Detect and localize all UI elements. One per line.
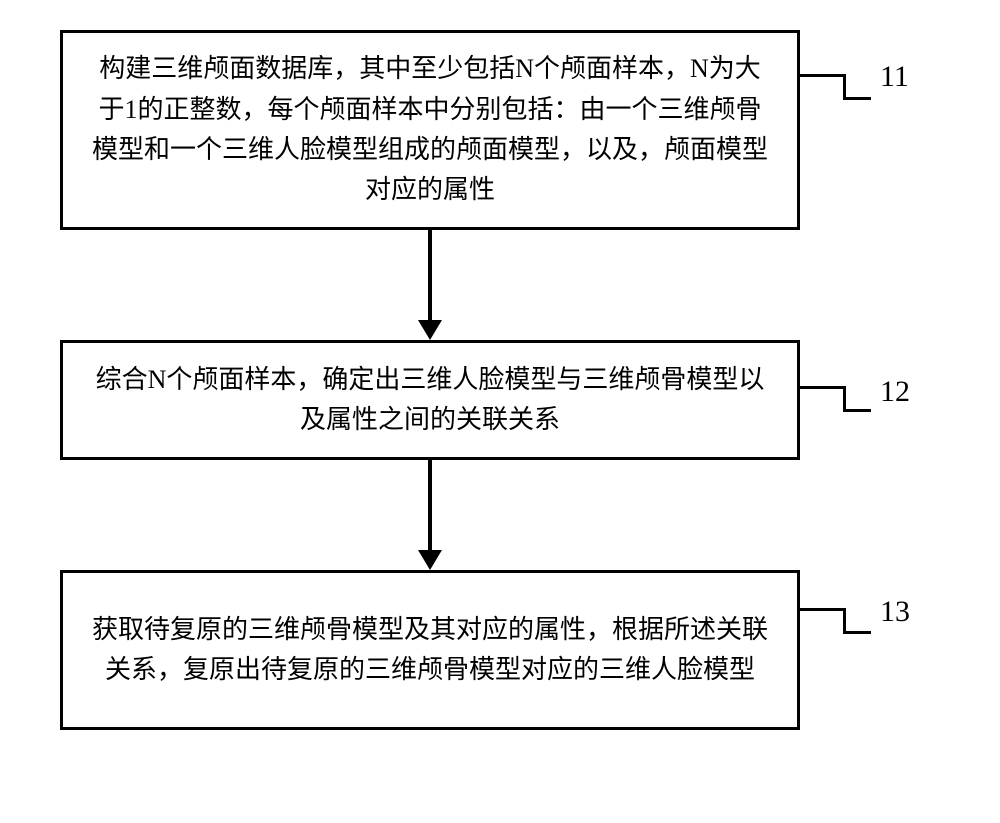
- flow-step-3: 获取待复原的三维颅骨模型及其对应的属性，根据所述关联关系，复原出待复原的三维颅骨…: [60, 570, 800, 730]
- flow-step-1-text: 构建三维颅面数据库，其中至少包括N个颅面样本，N为大于1的正整数，每个颅面样本中…: [87, 49, 773, 210]
- connector-2-h1: [800, 386, 845, 389]
- connector-1-h1: [800, 74, 845, 77]
- connector-1-h2: [843, 97, 871, 100]
- flow-step-2-text: 综合N个颅面样本，确定出三维人脸模型与三维颅骨模型以及属性之间的关联关系: [87, 360, 773, 441]
- connector-2-v: [843, 386, 846, 411]
- step-label-1: 11: [880, 60, 909, 94]
- connector-1-v: [843, 74, 846, 99]
- step-label-2: 12: [880, 375, 910, 409]
- flow-step-1: 构建三维颅面数据库，其中至少包括N个颅面样本，N为大于1的正整数，每个颅面样本中…: [60, 30, 800, 230]
- step-label-3: 13: [880, 595, 910, 629]
- flow-step-3-text: 获取待复原的三维颅骨模型及其对应的属性，根据所述关联关系，复原出待复原的三维颅骨…: [87, 610, 773, 691]
- connector-3-v: [843, 608, 846, 633]
- connector-3-h1: [800, 608, 845, 611]
- connector-2-h2: [843, 409, 871, 412]
- flow-step-2: 综合N个颅面样本，确定出三维人脸模型与三维颅骨模型以及属性之间的关联关系: [60, 340, 800, 460]
- connector-3-h2: [843, 631, 871, 634]
